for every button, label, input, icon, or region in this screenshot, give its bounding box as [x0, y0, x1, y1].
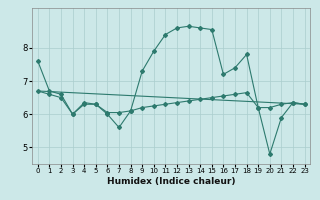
X-axis label: Humidex (Indice chaleur): Humidex (Indice chaleur) — [107, 177, 236, 186]
